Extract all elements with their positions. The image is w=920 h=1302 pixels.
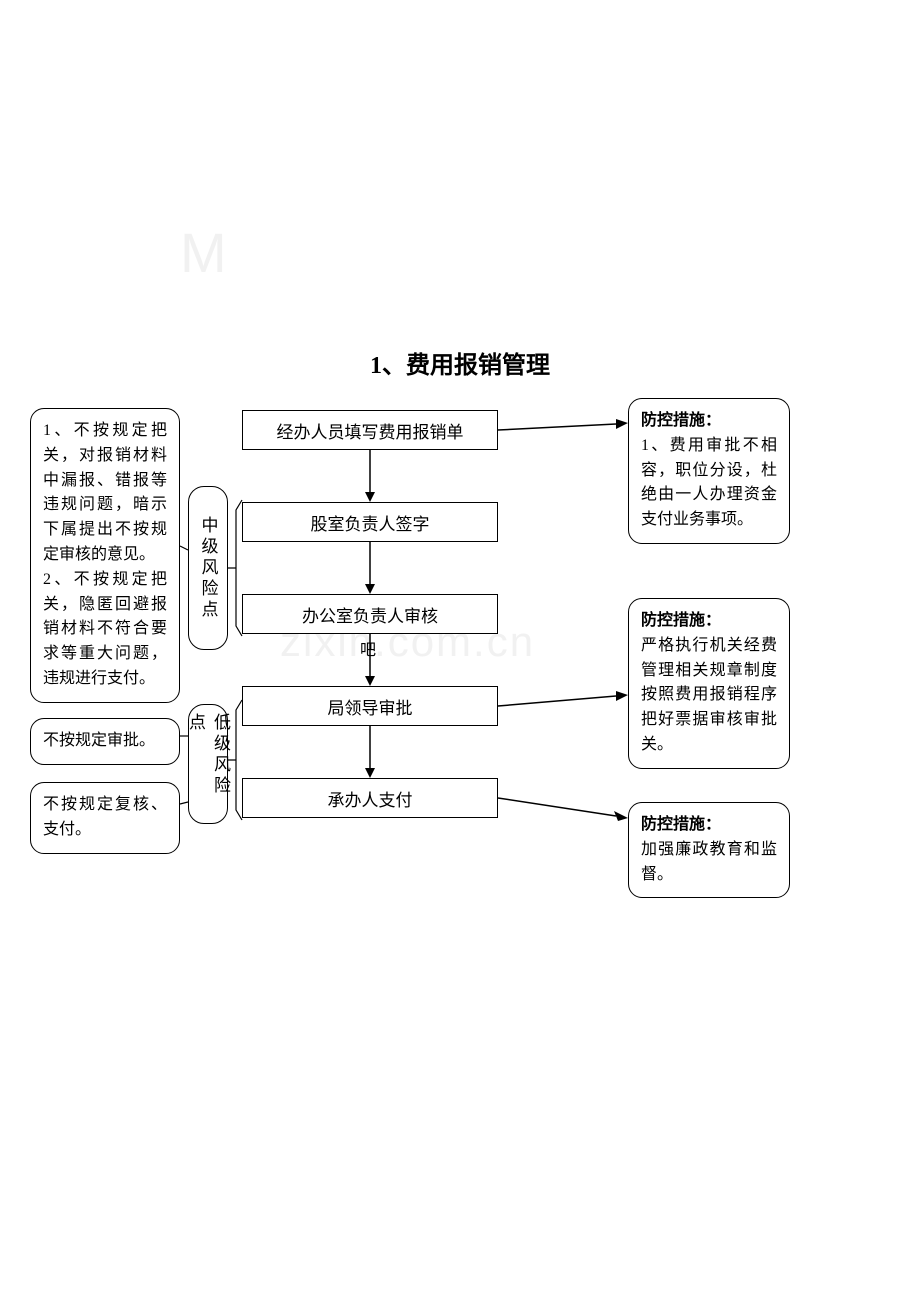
callout-right-1-text: 1、费用审批不相容，职位分设，杜绝由一人办理资金支付业务事项。 bbox=[641, 437, 777, 528]
risk-label-low: 低级风险点 bbox=[188, 704, 228, 824]
arrow-p4-r2 bbox=[498, 696, 630, 716]
process-step-4: 局领导审批 bbox=[242, 686, 498, 726]
arrow-4-5 bbox=[370, 726, 390, 778]
callout-right-3-text: 加强廉政教育和监督。 bbox=[641, 841, 777, 883]
process-step-1: 经办人员填写费用报销单 bbox=[242, 410, 498, 450]
link-c2-low bbox=[180, 732, 192, 742]
link-c3-low bbox=[180, 800, 192, 810]
brace-low bbox=[228, 700, 248, 820]
callout-left-2: 不按规定审批。 bbox=[30, 718, 180, 765]
callout-left-3-text: 不按规定复核、支付。 bbox=[43, 796, 167, 838]
arrow-3-4 bbox=[370, 634, 390, 686]
brace-medium bbox=[228, 500, 248, 640]
callout-right-3: 防控措施： 加强廉政教育和监督。 bbox=[628, 802, 790, 898]
arrow-p1-r1 bbox=[498, 420, 630, 440]
arrow-p5-r3 bbox=[498, 798, 630, 828]
link-c1-medium bbox=[180, 540, 192, 560]
process-step-2: 股室负责人签字 bbox=[242, 502, 498, 542]
callout-right-3-heading: 防控措施： bbox=[641, 816, 721, 833]
callout-right-1: 防控措施： 1、费用审批不相容，职位分设，杜绝由一人办理资金支付业务事项。 bbox=[628, 398, 790, 544]
arrow-2-3 bbox=[370, 542, 390, 594]
callout-right-2-heading: 防控措施： bbox=[641, 612, 721, 629]
callout-right-2: 防控措施： 严格执行机关经费管理相关规章制度按照费用报销程序把好票据审核审批关。 bbox=[628, 598, 790, 769]
process-step-5: 承办人支付 bbox=[242, 778, 498, 818]
page-title: 1、费用报销管理 bbox=[0, 345, 920, 380]
callout-right-2-text: 严格执行机关经费管理相关规章制度按照费用报销程序把好票据审核审批关。 bbox=[641, 637, 777, 753]
callout-left-1: 1、不按规定把关，对报销材料中漏报、错报等违规问题，暗示下属提出不按规定审核的意… bbox=[30, 408, 180, 703]
callout-left-2-text: 不按规定审批。 bbox=[43, 732, 155, 749]
callout-right-1-heading: 防控措施： bbox=[641, 412, 721, 429]
arrow-1-2 bbox=[370, 450, 390, 502]
callout-left-1-text: 1、不按规定把关，对报销材料中漏报、错报等违规问题，暗示下属提出不按规定审核的意… bbox=[43, 422, 167, 687]
process-step-3: 办公室负责人审核 bbox=[242, 594, 498, 634]
callout-left-3: 不按规定复核、支付。 bbox=[30, 782, 180, 854]
risk-label-medium: 中级风险点 bbox=[188, 486, 228, 650]
watermark-1: M bbox=[180, 220, 229, 285]
